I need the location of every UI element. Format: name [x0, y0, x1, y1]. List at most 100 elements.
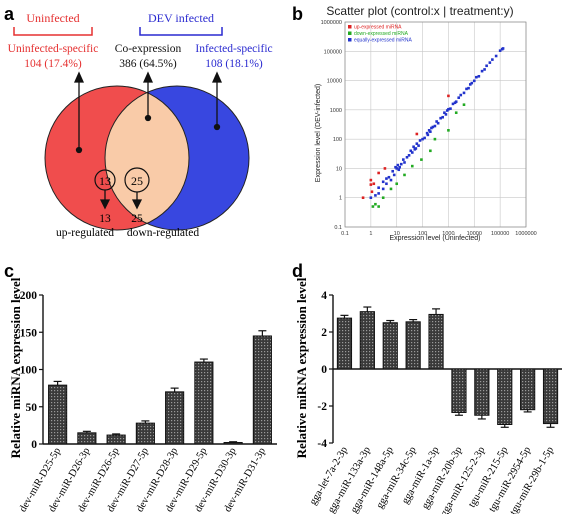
scatter-point — [383, 167, 387, 170]
scatter-point — [410, 151, 414, 154]
scatter-grid — [344, 21, 527, 228]
scatter-point — [385, 182, 388, 186]
scatter-point — [457, 96, 461, 100]
scatter-point — [377, 171, 380, 175]
bar — [194, 361, 214, 445]
scatter-point — [444, 113, 448, 116]
y-tick-label: 100 — [20, 365, 38, 377]
scatter-point — [399, 162, 403, 166]
scatter-point — [420, 158, 423, 161]
scatter-point — [429, 130, 432, 133]
bar — [520, 368, 536, 411]
scatter-point — [414, 147, 418, 150]
scatter-point — [423, 136, 426, 140]
scatter-point — [491, 58, 494, 61]
venn-diagram: Uninfected DEV infected Uninfected-speci… — [8, 11, 273, 239]
scatter-point — [361, 196, 365, 200]
scatter-point — [425, 131, 429, 135]
scatter-y-ticks: 0.1 1 10 100 1000 10000 100000 1000000 — [321, 20, 342, 231]
bard-x-labels: gga-let-7a-2-3pgga-miR-133a-3pgga-miR-14… — [308, 445, 556, 514]
scatter-point — [433, 137, 437, 141]
barc-bars — [48, 330, 272, 445]
bar — [106, 434, 126, 445]
scatter-point — [398, 165, 401, 169]
scatter-point — [394, 165, 397, 169]
scatter-x-tick: 1000000 — [515, 231, 536, 237]
scatter-point — [412, 145, 415, 149]
scatter-y-tick: 10000 — [327, 79, 342, 85]
scatter-point — [397, 168, 401, 172]
scatter-point — [501, 47, 505, 50]
bard-bars — [336, 306, 559, 428]
overlap-region — [105, 86, 189, 230]
scatter-point — [447, 94, 450, 98]
scatter-point — [445, 109, 449, 112]
bar — [252, 335, 272, 445]
legend-swatch — [348, 38, 352, 42]
infected-outline — [104, 85, 250, 231]
scatter-point — [430, 126, 433, 130]
scatter-point — [381, 196, 385, 200]
scatter-point — [395, 182, 399, 186]
uninfected-header: Uninfected — [26, 11, 79, 25]
bar-chart-c: Relative miRNA expression level 0 50 100 15… — [8, 277, 277, 514]
scatter-point — [427, 129, 431, 132]
y-tick-label: 0 — [321, 364, 327, 376]
scatter-point — [475, 75, 478, 79]
scatter-point — [468, 83, 472, 86]
y-tick-label: 150 — [20, 327, 38, 339]
up-label: up-regulated — [56, 227, 114, 239]
bar — [405, 321, 421, 370]
scatter-point — [449, 107, 452, 110]
bar — [165, 391, 185, 445]
scatter-point — [494, 54, 498, 58]
bar — [542, 368, 559, 425]
scatter-x-ticks: 0.1 1 10 100 1000 10000 100000 1000000 — [341, 231, 537, 237]
scatter-x-tick: 100 — [418, 231, 427, 237]
panel-label-b: b — [292, 4, 303, 24]
legend-swatch — [348, 25, 352, 29]
scatter-point — [441, 115, 444, 119]
scatter-point — [405, 155, 409, 159]
barc-ylabel: Relative miRNA expression level — [8, 277, 23, 458]
bar — [474, 368, 490, 416]
scatter-plot: Scatter plot (control:x | treatment:y) 0… — [315, 4, 537, 242]
scatter-point — [381, 180, 385, 184]
scatter-point — [429, 149, 432, 153]
bar — [223, 442, 243, 445]
scatter-ylabel: Expression level (DEV-infected) — [315, 84, 322, 182]
y-tick-label: 50 — [26, 402, 38, 414]
scatter-point — [381, 187, 385, 191]
scatter-point — [403, 173, 406, 177]
scatter-point — [488, 61, 492, 64]
scatter-point — [453, 101, 457, 105]
panel-label-a: a — [4, 4, 15, 24]
legend-swatch — [348, 31, 352, 35]
bar — [382, 322, 398, 370]
scatter-point — [443, 111, 446, 114]
scatter-point — [385, 177, 388, 180]
scatter-x-tick: 100000 — [491, 231, 509, 237]
y-tick-label: 200 — [20, 290, 38, 302]
scatter-point — [369, 196, 373, 200]
co-expression-value: 386 (64.5%) — [119, 58, 177, 70]
scatter-point — [418, 139, 422, 142]
scatter-point — [433, 124, 437, 128]
scatter-point — [370, 190, 374, 194]
down-count-inner: 25 — [131, 174, 143, 188]
bar — [451, 368, 467, 413]
infected-specific-label: Infected-specific — [195, 43, 272, 55]
bar — [359, 311, 375, 370]
down-count: 25 — [131, 213, 143, 225]
bar — [336, 317, 353, 370]
scatter-point — [392, 173, 396, 177]
scatter-frame — [344, 21, 527, 228]
scatter-point — [403, 161, 406, 164]
scatter-point — [377, 192, 380, 195]
scatter-title: Scatter plot (control:x | treatment:y) — [326, 4, 513, 18]
scatter-point — [451, 102, 455, 106]
scatter-point — [498, 49, 502, 52]
scatter-point — [462, 103, 466, 107]
y-tick-label: -2 — [317, 401, 327, 413]
